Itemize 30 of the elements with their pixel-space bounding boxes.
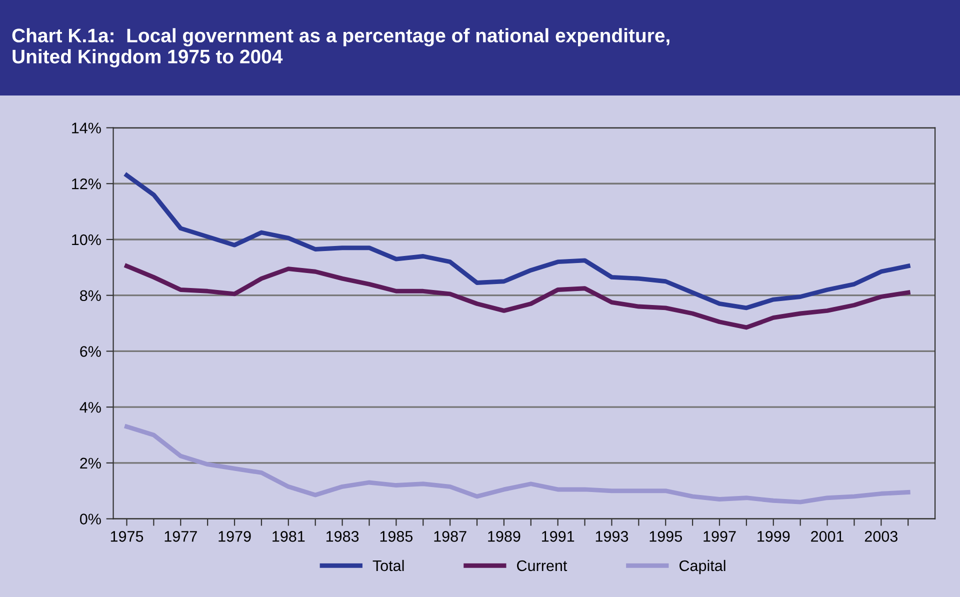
line-series [124, 173, 910, 310]
y-tick-label: 4% [80, 402, 101, 413]
line-series [124, 424, 910, 504]
y-tick-label: 6% [80, 346, 101, 357]
x-tick-label: 1981 [272, 531, 305, 542]
x-tick-label: 1989 [488, 531, 520, 542]
x-tick-label: 1995 [650, 531, 682, 542]
y-tick-label: 0% [80, 514, 101, 524]
x-tick-label: 1997 [704, 531, 736, 542]
x-tick-label: 1985 [380, 531, 413, 542]
y-tick-label: 12% [72, 178, 101, 190]
legend-label: Capital [679, 560, 726, 574]
x-tick-label: 1987 [434, 531, 466, 542]
y-tick-label: 8% [80, 290, 101, 302]
legend-label: Total [372, 560, 404, 572]
x-tick-label: 1993 [596, 531, 628, 542]
y-tick-label: 10% [72, 234, 101, 246]
x-tick-label: 1983 [326, 531, 359, 542]
y-tick-label: 14% [72, 122, 101, 134]
x-tick-label: 1977 [164, 531, 197, 542]
x-tick-label: 1975 [110, 531, 144, 542]
line-series [124, 264, 910, 330]
x-tick-label: 1999 [758, 531, 790, 542]
legend-label: Current [517, 560, 568, 572]
x-tick-label: 1979 [218, 531, 251, 542]
x-tick-label: 2003 [864, 531, 898, 542]
x-tick-label: 2001 [811, 531, 844, 542]
y-tick-label: 2% [80, 458, 101, 469]
chart-title: Chart K.1a: Local government as a percentage of national expenditure, United Kingdom 1975 to 2004 [12, 28, 670, 68]
x-tick-label: 1991 [542, 531, 574, 542]
